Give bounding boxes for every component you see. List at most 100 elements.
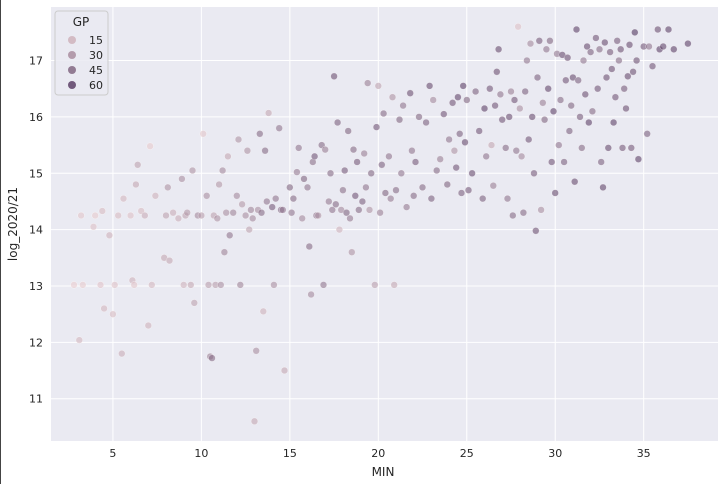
- data-point: [305, 242, 313, 251]
- data-point: [505, 113, 513, 121]
- data-point: [126, 211, 135, 220]
- x-axis-label: MIN: [372, 465, 395, 479]
- data-point: [530, 169, 538, 177]
- data-point: [586, 48, 595, 56]
- data-point: [390, 281, 398, 289]
- data-point: [355, 206, 363, 214]
- data-point: [118, 349, 126, 358]
- data-point: [670, 45, 678, 53]
- data-point: [250, 417, 259, 425]
- data-point: [491, 101, 499, 110]
- data-point: [526, 39, 535, 48]
- data-point: [585, 118, 593, 127]
- data-point: [132, 180, 140, 189]
- data-point: [517, 152, 526, 161]
- y-tick-label: 16: [29, 111, 43, 124]
- data-point: [190, 299, 198, 307]
- data-point: [399, 101, 407, 110]
- legend-label: 60: [89, 79, 103, 92]
- data-point: [279, 206, 287, 214]
- data-point: [365, 206, 374, 214]
- data-point: [664, 25, 673, 34]
- legend-box: [54, 10, 109, 96]
- data-point: [425, 82, 434, 90]
- data-point: [289, 194, 298, 203]
- data-point: [325, 197, 333, 206]
- data-point: [629, 68, 637, 76]
- data-point: [141, 211, 149, 220]
- data-point: [535, 37, 543, 45]
- data-point: [440, 110, 448, 118]
- data-point: [169, 209, 177, 217]
- data-point: [236, 281, 244, 289]
- data-point: [392, 186, 400, 194]
- legend-label: 45: [89, 64, 103, 77]
- data-point: [358, 197, 367, 206]
- data-point: [215, 180, 223, 189]
- data-point: [381, 189, 390, 197]
- data-point: [521, 87, 529, 96]
- data-point: [286, 183, 294, 192]
- data-point: [183, 209, 191, 217]
- data-point: [632, 56, 641, 65]
- data-point: [264, 109, 273, 117]
- data-point: [353, 158, 361, 166]
- data-points: [70, 23, 692, 425]
- data-point: [634, 155, 643, 163]
- data-point: [374, 82, 382, 90]
- data-point: [402, 203, 411, 211]
- data-point: [578, 144, 586, 152]
- data-point: [130, 281, 138, 289]
- data-point: [275, 124, 283, 132]
- data-point: [280, 366, 289, 375]
- data-point: [537, 206, 545, 214]
- x-tick-label: 5: [109, 447, 116, 460]
- data-point: [643, 130, 651, 138]
- data-point: [174, 214, 183, 223]
- data-point: [307, 290, 315, 299]
- data-point: [252, 347, 260, 355]
- data-point: [645, 42, 653, 51]
- data-point: [100, 304, 108, 313]
- data-point: [498, 116, 506, 124]
- data-point: [620, 85, 628, 93]
- data-point: [597, 158, 605, 166]
- data-point: [346, 214, 354, 223]
- data-point: [151, 192, 160, 200]
- data-point: [464, 186, 473, 194]
- data-point: [220, 248, 229, 256]
- data-point: [463, 96, 471, 104]
- data-point: [148, 281, 156, 289]
- data-point: [548, 158, 556, 166]
- data-point: [415, 113, 423, 121]
- data-point: [272, 194, 280, 203]
- data-point: [576, 113, 584, 121]
- data-point: [560, 158, 568, 166]
- legend-marker: [68, 51, 76, 59]
- data-point: [503, 194, 512, 203]
- data-point: [222, 209, 230, 217]
- data-point: [427, 194, 436, 203]
- data-point: [448, 99, 457, 107]
- data-point: [516, 104, 524, 113]
- data-point: [187, 281, 195, 289]
- x-tick-label: 10: [194, 447, 208, 460]
- data-point: [372, 123, 381, 131]
- data-point: [89, 223, 98, 231]
- data-point: [263, 197, 271, 206]
- data-point: [615, 56, 623, 65]
- data-point: [406, 89, 414, 97]
- data-point: [631, 28, 639, 37]
- data-point: [217, 281, 225, 289]
- data-point: [592, 34, 600, 42]
- data-point: [487, 141, 496, 149]
- x-tick-label: 20: [371, 447, 385, 460]
- data-point: [164, 183, 172, 192]
- legend-label: 30: [89, 49, 103, 62]
- data-point: [613, 37, 621, 45]
- plot-background: [51, 7, 718, 441]
- data-point: [571, 178, 579, 186]
- data-point: [319, 281, 328, 289]
- data-point: [397, 169, 405, 177]
- data-point: [342, 209, 351, 217]
